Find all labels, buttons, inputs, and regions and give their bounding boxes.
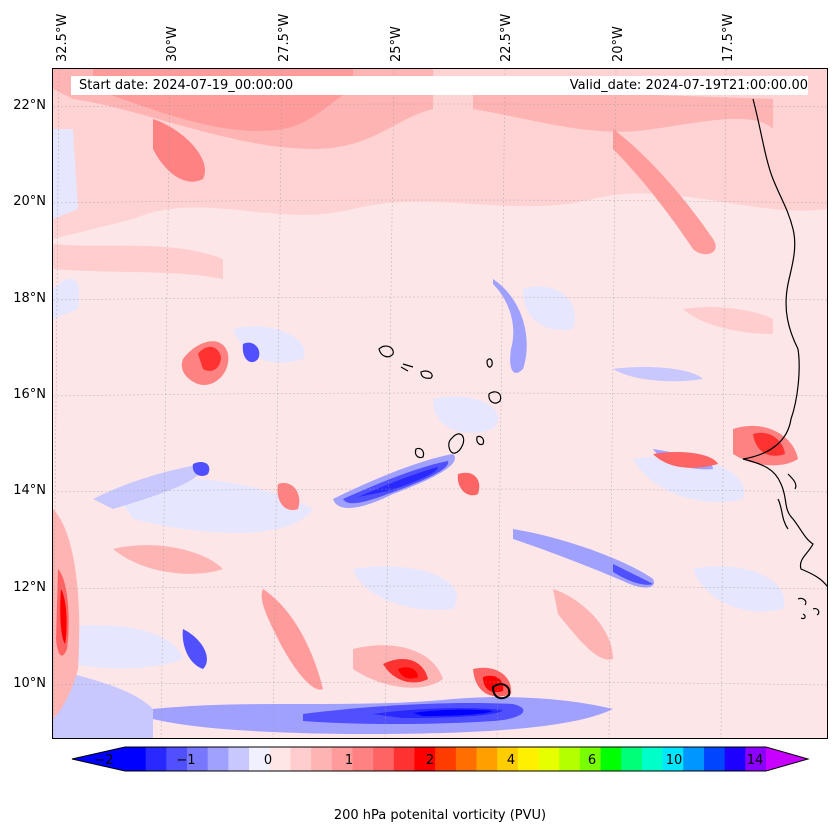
colorbar-tick-label: 2 bbox=[425, 753, 435, 768]
colorbar-bin bbox=[703, 747, 726, 771]
valid-date-label: Valid_date: 2024-07-19T21:00:00.00 bbox=[569, 78, 808, 93]
lon-label-32-5w: 32.5°W bbox=[55, 13, 70, 62]
coastlines bbox=[378, 98, 827, 700]
coastal-detail-senegal bbox=[777, 473, 797, 530]
cabo-verde-santo-antao bbox=[378, 345, 394, 358]
negative-pv-bands bbox=[93, 279, 713, 669]
colorbar-bin bbox=[311, 747, 333, 771]
cabo-verde-santiago bbox=[448, 433, 465, 454]
colorbar-bin bbox=[497, 747, 519, 771]
colorbar-bin bbox=[207, 747, 229, 771]
colorbar-tick-label: −2 bbox=[94, 753, 114, 768]
lat-label-20n: 20°N bbox=[13, 194, 46, 209]
colorbar-bin bbox=[745, 747, 767, 771]
colorbar-bin bbox=[414, 747, 436, 771]
colorbar-bin bbox=[455, 747, 478, 771]
positive-pv-features bbox=[53, 307, 798, 719]
colorbar-bin bbox=[662, 747, 684, 771]
colorbar-tick-label: −1 bbox=[176, 753, 196, 768]
pv-contour-field bbox=[53, 69, 827, 738]
colorbar-bin bbox=[373, 747, 395, 771]
cabo-verde-maio bbox=[476, 435, 485, 446]
colorbar-bin bbox=[724, 747, 746, 771]
cabo-verde-sao-vicente bbox=[420, 370, 433, 379]
africa-coastline bbox=[742, 98, 827, 588]
colorbar bbox=[71, 746, 810, 772]
lon-label-30w: 30°W bbox=[165, 26, 180, 62]
pv-map bbox=[52, 68, 828, 739]
colorbar-extend-low bbox=[72, 747, 125, 771]
colorbar-bin bbox=[352, 747, 374, 771]
colorbar-bin bbox=[145, 747, 167, 771]
start-date-label: Start date: 2024-07-19_00:00:00 bbox=[79, 78, 294, 93]
colorbar-extend-high bbox=[766, 747, 808, 771]
lon-label-20w: 20°W bbox=[611, 26, 626, 62]
colorbar-label: 200 hPa potenital vorticity (PVU) bbox=[333, 808, 547, 823]
colorbar-tick-label: 0 bbox=[263, 753, 273, 768]
cabo-verde-sao-nicolau bbox=[400, 363, 414, 372]
colorbar-tick-label: 10 bbox=[665, 753, 683, 768]
pv-contour-ring bbox=[491, 683, 511, 700]
colorbar-bin bbox=[683, 747, 705, 771]
lat-label-22n: 22°N bbox=[13, 98, 46, 113]
colorbar-bin bbox=[269, 747, 291, 771]
colorbar-outline bbox=[71, 746, 810, 772]
lat-label-16n: 16°N bbox=[13, 387, 46, 402]
lon-label-17-5w: 17.5°W bbox=[721, 13, 736, 62]
colorbar-tick-label: 1 bbox=[344, 753, 354, 768]
lat-label-10n: 10°N bbox=[13, 676, 46, 691]
colorbar-bin bbox=[538, 747, 560, 771]
cabo-verde-fogo bbox=[414, 447, 425, 459]
lon-label-27-5w: 27.5°W bbox=[277, 13, 292, 62]
lon-label-22-5w: 22.5°W bbox=[499, 13, 514, 62]
colorbar-bin bbox=[125, 747, 147, 771]
lat-label-14n: 14°N bbox=[13, 483, 46, 498]
colorbar-bin bbox=[435, 747, 457, 771]
colorbar-bin bbox=[476, 747, 498, 771]
colorbar-bin bbox=[249, 747, 271, 771]
bissagos-islands bbox=[797, 597, 820, 620]
lon-label-25w: 25°W bbox=[389, 26, 404, 62]
colorbar-bin bbox=[393, 747, 415, 771]
lat-label-12n: 12°N bbox=[13, 580, 46, 595]
cabo-verde-boa-vista bbox=[488, 391, 502, 404]
colorbar-tick-label: 14 bbox=[746, 753, 764, 768]
colorbar-bin bbox=[579, 747, 602, 771]
colorbar-bin bbox=[187, 747, 209, 771]
colorbar-bin bbox=[600, 747, 622, 771]
info-strip bbox=[71, 76, 808, 95]
lat-label-18n: 18°N bbox=[13, 291, 46, 306]
colorbar-bin bbox=[517, 747, 540, 771]
colorbar-bin bbox=[166, 747, 188, 771]
cabo-verde-sal bbox=[486, 358, 493, 368]
colorbar-bin bbox=[290, 747, 312, 771]
colorbar-tick-label: 4 bbox=[506, 753, 516, 768]
colorbar-bin bbox=[621, 747, 643, 771]
colorbar-bin bbox=[331, 747, 353, 771]
graticule bbox=[53, 69, 827, 738]
colorbar-tick-label: 6 bbox=[587, 753, 597, 768]
colorbar-bin bbox=[228, 747, 250, 771]
colorbar-bin bbox=[641, 747, 664, 771]
colorbar-bin bbox=[559, 747, 581, 771]
southern-negative-pv-band bbox=[53, 669, 613, 738]
